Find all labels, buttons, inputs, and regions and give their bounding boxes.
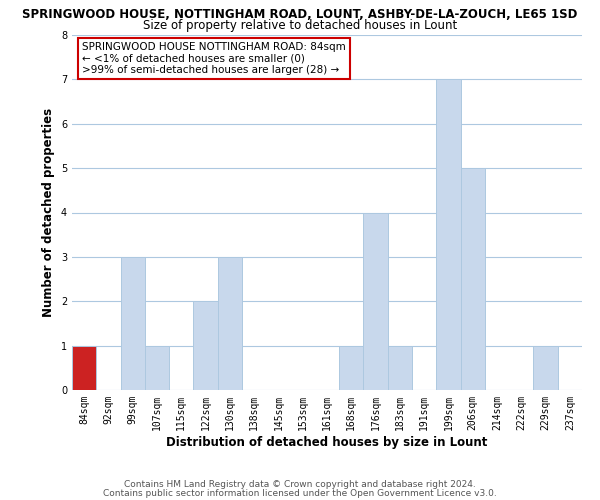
- Bar: [388, 346, 412, 390]
- Bar: [72, 346, 96, 390]
- Bar: [364, 212, 388, 390]
- Text: SPRINGWOOD HOUSE, NOTTINGHAM ROAD, LOUNT, ASHBY-DE-LA-ZOUCH, LE65 1SD: SPRINGWOOD HOUSE, NOTTINGHAM ROAD, LOUNT…: [22, 8, 578, 20]
- Text: Contains HM Land Registry data © Crown copyright and database right 2024.: Contains HM Land Registry data © Crown c…: [124, 480, 476, 489]
- Y-axis label: Number of detached properties: Number of detached properties: [43, 108, 55, 317]
- Bar: [193, 301, 218, 390]
- Text: Contains public sector information licensed under the Open Government Licence v3: Contains public sector information licen…: [103, 489, 497, 498]
- X-axis label: Distribution of detached houses by size in Lount: Distribution of detached houses by size …: [166, 436, 488, 448]
- Bar: [436, 80, 461, 390]
- Text: SPRINGWOOD HOUSE NOTTINGHAM ROAD: 84sqm
← <1% of detached houses are smaller (0): SPRINGWOOD HOUSE NOTTINGHAM ROAD: 84sqm …: [82, 42, 346, 76]
- Bar: [121, 257, 145, 390]
- Bar: [218, 257, 242, 390]
- Bar: [145, 346, 169, 390]
- Bar: [533, 346, 558, 390]
- Bar: [339, 346, 364, 390]
- Bar: [461, 168, 485, 390]
- Text: Size of property relative to detached houses in Lount: Size of property relative to detached ho…: [143, 19, 457, 32]
